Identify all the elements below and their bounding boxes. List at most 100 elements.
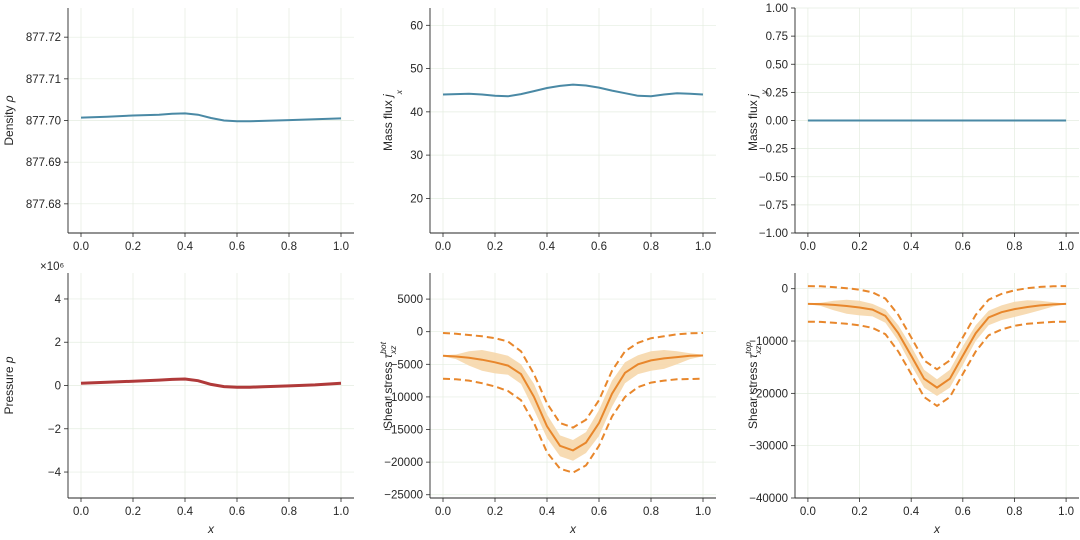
y-tick-label: −5000 <box>391 359 423 371</box>
x-tick-label: 0.6 <box>229 506 245 518</box>
y-axis-label-symbol: ρ <box>2 95 16 103</box>
y-tick-label: 1.00 <box>766 3 788 15</box>
y-tick-label: 877.70 <box>26 116 61 128</box>
y-tick-label: −20000 <box>384 457 423 469</box>
y-tick-label: 0.00 <box>766 116 788 128</box>
y-axis-label-superscript: top <box>743 342 753 354</box>
y-axis-label: Shear stress τbotxz <box>378 341 398 429</box>
y-tick-label: −20000 <box>749 388 788 400</box>
series-line <box>80 112 342 123</box>
x-tick-label: 0.6 <box>229 241 245 253</box>
y-axis-label-subscript: x <box>394 89 404 95</box>
y-tick-label: 20 <box>410 193 423 205</box>
y-axis-label-symbol: τ <box>746 352 760 358</box>
y-axis-label-text: Pressure <box>2 363 16 414</box>
y-tick-label: −10000 <box>749 336 788 348</box>
y-tick-label: 877.71 <box>26 74 61 86</box>
panel-shear-bot: 0.0 0.2 0.4 0.6 0.8 1.0 −25000 −20000 −15000 −100… <box>378 273 716 536</box>
y-tick-label: −40000 <box>749 493 788 505</box>
y-axis-label-superscript: bot <box>378 341 388 353</box>
panel-mass-flux-y: 0.0 0.2 0.4 0.6 0.8 1.0 −1.00 −0.75 −0.50 −0.25 0.… <box>746 3 1079 253</box>
x-tick-label: 1.0 <box>695 241 711 253</box>
x-tick-label: 0.2 <box>125 506 141 518</box>
y-tick-label: 877.69 <box>26 157 61 169</box>
x-tick-label: 0.2 <box>487 506 503 518</box>
y-tick-label: 2 <box>55 337 61 349</box>
x-tick-label: 0.6 <box>955 241 971 253</box>
x-tick-label: 0.4 <box>177 241 194 253</box>
y-axis-label-text: Mass flux <box>381 97 395 151</box>
x-tick-label: 0.8 <box>643 506 659 518</box>
x-tick-label: 1.0 <box>1058 241 1074 253</box>
x-tick-label: 0.2 <box>487 241 503 253</box>
y-axis-label-text: Density <box>2 102 16 145</box>
y-axis-label-symbol: j <box>746 94 760 99</box>
y-axis-label: Density ρ <box>2 95 16 145</box>
y-tick-label: −0.25 <box>759 144 788 156</box>
y-axis-label-subscript: xz <box>388 345 398 355</box>
x-tick-label: 0.8 <box>1006 506 1022 518</box>
mean-line <box>442 354 704 452</box>
y-axis-label: Shear stress τtopxz <box>743 342 763 429</box>
y-axis-label-symbol: j <box>381 94 395 99</box>
x-tick-label: 0.2 <box>852 241 868 253</box>
y-tick-label: 877.68 <box>26 199 61 211</box>
x-tick-label: 0.4 <box>539 506 556 518</box>
y-tick-label: −0.75 <box>759 200 788 212</box>
y-tick-label: −15000 <box>384 425 423 437</box>
x-tick-label: 0.8 <box>1006 241 1022 253</box>
x-tick-label: 0.8 <box>281 506 297 518</box>
panel-density: 0.0 0.2 0.4 0.6 0.8 1.0 877.68 877.69 877.70 877.… <box>2 8 354 253</box>
y-axis-label-subscript: y <box>759 89 769 95</box>
y-tick-label: −2 <box>48 424 61 436</box>
series-line <box>442 83 704 98</box>
y-axis-label-symbol: τ <box>381 352 395 358</box>
uncertainty-band <box>443 350 703 461</box>
lower-bound-dashed-line <box>807 320 1067 408</box>
x-tick-label: 0.4 <box>177 506 194 518</box>
y-tick-label: 0.25 <box>766 87 788 99</box>
y-tick-label: −1.00 <box>759 228 788 240</box>
panel-pressure: 0.0 0.2 0.4 0.6 0.8 1.0 −4 −2 0 2 4 x ×10⁶ Pressure p <box>2 261 354 536</box>
y-tick-label: 0 <box>55 381 61 393</box>
x-tick-label: 0.4 <box>539 241 556 253</box>
upper-bound-dashed-line <box>442 332 704 429</box>
mean-line <box>807 302 1067 389</box>
x-tick-label: 0.6 <box>591 241 607 253</box>
y-tick-label: 5000 <box>397 294 423 306</box>
y-axis-label-symbol: p <box>2 356 16 364</box>
x-tick-label: 1.0 <box>695 506 711 518</box>
upper-bound-dashed-line <box>807 285 1067 371</box>
x-tick-label: 0.0 <box>435 241 451 253</box>
series-line <box>80 377 342 389</box>
x-tick-label: 1.0 <box>1058 506 1074 518</box>
y-tick-label: 0.75 <box>766 31 788 43</box>
x-tick-label: 0.0 <box>73 506 89 518</box>
x-tick-label: 0.0 <box>73 241 89 253</box>
x-tick-label: 0.6 <box>955 506 971 518</box>
y-axis-label-text: Mass flux <box>746 97 760 151</box>
x-tick-label: 1.0 <box>333 241 349 253</box>
y-axis-label-text: Shear stress <box>746 358 760 429</box>
uncertainty-band <box>807 299 1067 396</box>
x-tick-label: 0.8 <box>643 241 659 253</box>
y-tick-label: −4 <box>48 467 62 479</box>
x-tick-label: 0.0 <box>435 506 451 518</box>
y-tick-label: −30000 <box>749 441 788 453</box>
y-tick-label: 60 <box>410 20 423 32</box>
y-axis-label: Mass flux jy <box>746 89 769 151</box>
x-axis-label: x <box>933 522 941 536</box>
y-tick-label: 0 <box>417 327 423 339</box>
y-tick-label: 40 <box>410 107 423 119</box>
y-tick-label: −25000 <box>384 490 423 502</box>
x-axis-label: x <box>207 522 215 536</box>
x-tick-label: 0.2 <box>125 241 141 253</box>
y-axis-multiplier: ×10⁶ <box>40 261 65 273</box>
x-tick-label: 0.6 <box>591 506 607 518</box>
x-tick-label: 0.4 <box>903 241 920 253</box>
y-tick-label: −0.50 <box>759 172 788 184</box>
y-axis-label: Pressure p <box>2 356 16 414</box>
x-tick-label: 0.8 <box>281 241 297 253</box>
y-tick-label: 50 <box>410 64 423 76</box>
x-tick-label: 0.2 <box>852 506 868 518</box>
